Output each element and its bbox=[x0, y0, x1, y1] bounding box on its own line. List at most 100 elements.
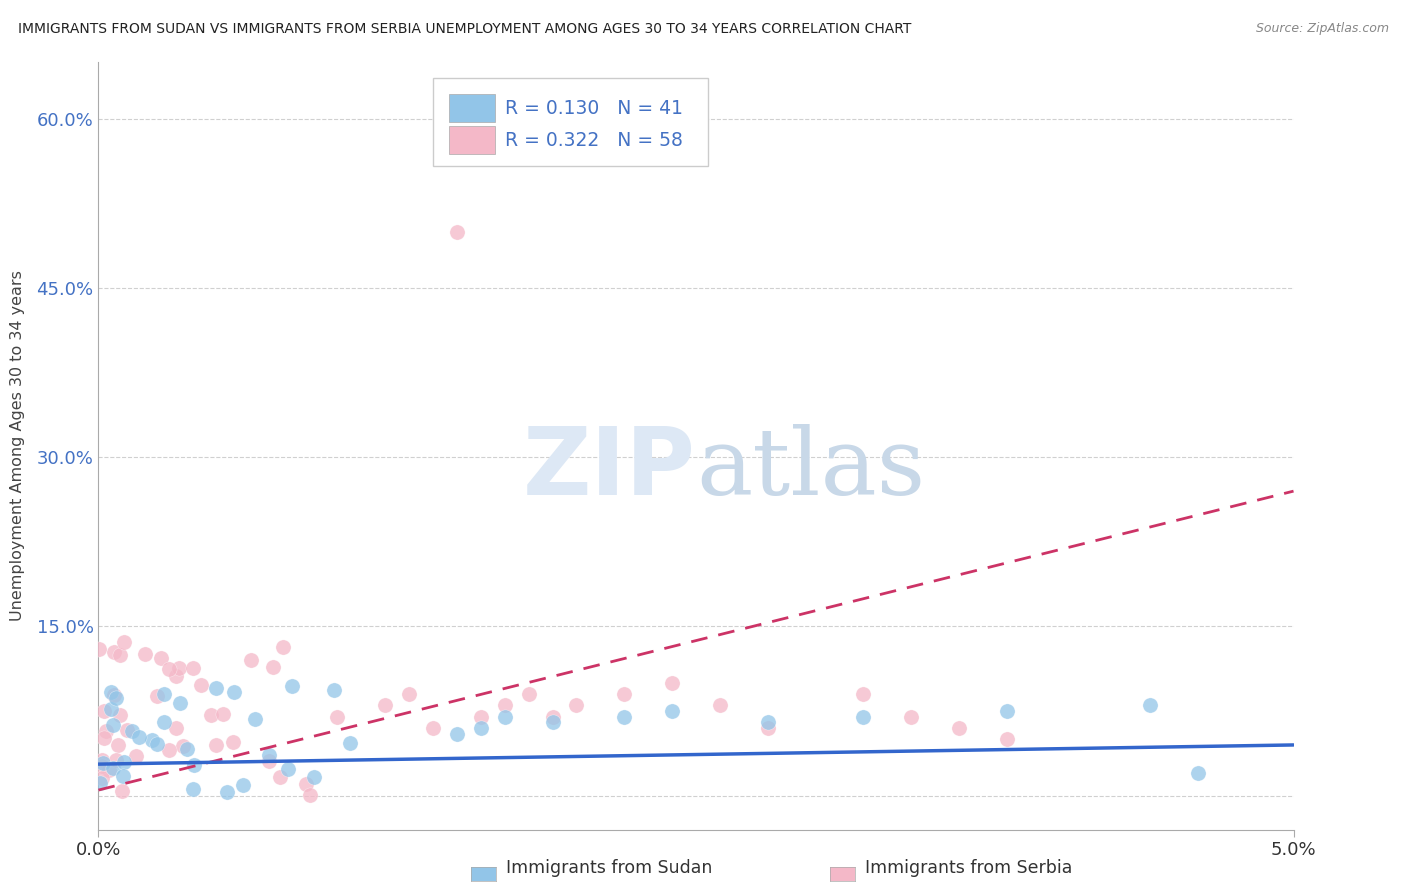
Point bbox=[205, 738, 228, 752]
Point bbox=[271, 640, 294, 654]
Point bbox=[995, 704, 1018, 718]
Point bbox=[153, 687, 176, 701]
Point bbox=[299, 788, 322, 802]
Point bbox=[100, 685, 122, 699]
Text: R = 0.130   N = 41: R = 0.130 N = 41 bbox=[505, 99, 683, 118]
Point bbox=[494, 710, 516, 724]
Point bbox=[146, 689, 169, 703]
Point bbox=[257, 754, 280, 768]
Point bbox=[294, 776, 316, 790]
Point bbox=[121, 723, 143, 738]
Text: Immigrants from Serbia: Immigrants from Serbia bbox=[865, 859, 1071, 877]
Y-axis label: Unemployment Among Ages 30 to 34 years: Unemployment Among Ages 30 to 34 years bbox=[10, 270, 25, 622]
Point bbox=[93, 731, 115, 746]
Point bbox=[222, 685, 245, 699]
FancyBboxPatch shape bbox=[449, 94, 495, 122]
Point bbox=[108, 648, 131, 662]
Point bbox=[91, 759, 114, 773]
Point bbox=[169, 696, 191, 710]
Point bbox=[661, 704, 683, 718]
Point bbox=[339, 736, 361, 750]
Point bbox=[494, 698, 516, 713]
Point bbox=[709, 698, 731, 713]
Point bbox=[114, 756, 136, 770]
Point bbox=[165, 721, 187, 735]
Point bbox=[470, 710, 492, 724]
Point bbox=[128, 730, 150, 744]
Point bbox=[422, 721, 444, 735]
Point bbox=[756, 715, 779, 730]
Point bbox=[221, 735, 243, 749]
Point bbox=[157, 743, 180, 757]
Point bbox=[517, 687, 540, 701]
Point bbox=[149, 651, 172, 665]
Point bbox=[995, 732, 1018, 747]
FancyBboxPatch shape bbox=[433, 78, 709, 166]
Point bbox=[232, 778, 254, 792]
Point bbox=[1139, 698, 1161, 713]
Text: ZIP: ZIP bbox=[523, 423, 696, 515]
Point bbox=[262, 659, 284, 673]
Point bbox=[613, 687, 636, 701]
Point bbox=[90, 772, 112, 786]
Point bbox=[374, 698, 396, 713]
Point bbox=[200, 708, 222, 723]
Point bbox=[1187, 766, 1209, 780]
Point bbox=[93, 704, 115, 718]
Point bbox=[756, 721, 779, 735]
Point bbox=[326, 710, 349, 724]
Point bbox=[446, 726, 468, 740]
Point bbox=[176, 741, 198, 756]
Point bbox=[104, 691, 127, 706]
Point bbox=[111, 783, 134, 797]
Point bbox=[257, 748, 280, 763]
Point bbox=[103, 645, 125, 659]
Point bbox=[141, 733, 163, 747]
Text: Source: ZipAtlas.com: Source: ZipAtlas.com bbox=[1256, 22, 1389, 36]
Point bbox=[146, 737, 169, 751]
Text: IMMIGRANTS FROM SUDAN VS IMMIGRANTS FROM SERBIA UNEMPLOYMENT AMONG AGES 30 TO 34: IMMIGRANTS FROM SUDAN VS IMMIGRANTS FROM… bbox=[18, 22, 911, 37]
Point bbox=[541, 715, 564, 730]
Point bbox=[157, 662, 180, 676]
Point bbox=[304, 771, 326, 785]
Point bbox=[87, 641, 110, 656]
Point bbox=[89, 775, 111, 789]
Point bbox=[98, 764, 121, 778]
Point bbox=[134, 647, 156, 661]
Point bbox=[181, 781, 204, 796]
Text: R = 0.322   N = 58: R = 0.322 N = 58 bbox=[505, 131, 683, 150]
Point bbox=[613, 710, 636, 724]
Point bbox=[322, 682, 344, 697]
Point bbox=[107, 739, 129, 753]
Point bbox=[172, 739, 194, 753]
Point bbox=[167, 661, 190, 675]
Text: atlas: atlas bbox=[696, 424, 925, 514]
Point bbox=[94, 723, 117, 738]
Point bbox=[115, 723, 138, 737]
Point bbox=[112, 769, 135, 783]
Point bbox=[101, 717, 124, 731]
Point bbox=[101, 761, 124, 775]
Point bbox=[565, 698, 588, 713]
Point bbox=[541, 710, 564, 724]
Point bbox=[100, 702, 122, 716]
Point bbox=[239, 653, 262, 667]
Point bbox=[281, 679, 304, 693]
Point bbox=[852, 687, 875, 701]
Point bbox=[105, 753, 128, 767]
Point bbox=[183, 661, 205, 675]
Point bbox=[108, 708, 131, 723]
Point bbox=[205, 681, 228, 696]
Point bbox=[948, 721, 970, 735]
Point bbox=[153, 715, 176, 730]
Point bbox=[470, 721, 492, 735]
FancyBboxPatch shape bbox=[449, 126, 495, 154]
Point bbox=[215, 785, 238, 799]
Point bbox=[91, 753, 114, 767]
Point bbox=[91, 756, 114, 770]
Text: Immigrants from Sudan: Immigrants from Sudan bbox=[506, 859, 713, 877]
Point bbox=[112, 635, 135, 649]
Point bbox=[165, 669, 187, 683]
Point bbox=[446, 225, 468, 239]
Point bbox=[245, 712, 267, 726]
